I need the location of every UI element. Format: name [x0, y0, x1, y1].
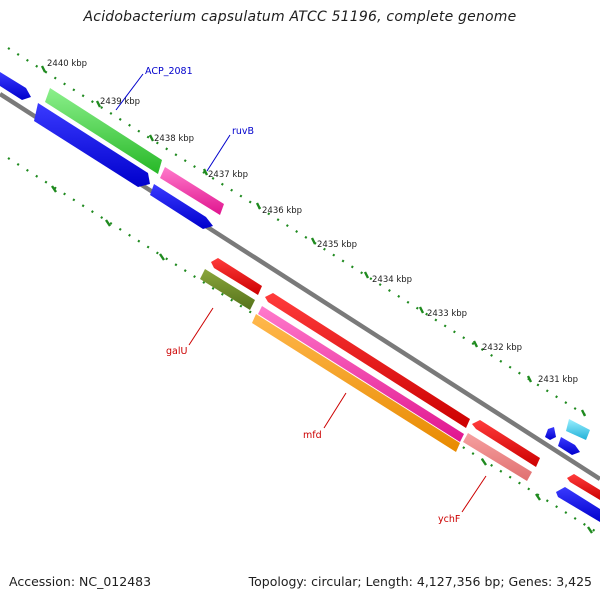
gene-label-ruvb[interactable]: ruvB — [206, 126, 254, 172]
map-title: Acidobacterium capsulatum ATCC 51196, co… — [83, 9, 517, 25]
gene-arrow[interactable] — [558, 437, 580, 455]
major-ticks — [40, 65, 587, 417]
gene-arrow[interactable] — [211, 258, 262, 295]
gene-label-mfd[interactable]: mfd — [303, 392, 347, 441]
gene-label-text[interactable]: mfd — [303, 430, 322, 441]
tick-label: 2439 kbp — [100, 97, 140, 107]
gene-label-text[interactable]: ychF — [438, 514, 460, 525]
gene-label-acp[interactable]: ACP_2081 — [115, 66, 193, 111]
gene-mfd[interactable] — [258, 306, 464, 442]
gene-label-text[interactable]: ACP_2081 — [145, 66, 193, 77]
gene-arrow[interactable] — [265, 293, 470, 428]
gene-acp-2081[interactable] — [45, 88, 162, 174]
tick-labels: 2440 kbp 2439 kbp 2438 kbp 2437 kbp 2436… — [47, 59, 578, 385]
gene-arrow[interactable] — [567, 474, 600, 500]
tick-label: 2435 kbp — [317, 240, 357, 250]
gene-label-galu[interactable]: galU — [166, 307, 214, 357]
accession-text: Accession: NC_012483 — [9, 574, 152, 589]
gene-arrow[interactable] — [34, 103, 150, 187]
tick-label: 2440 kbp — [47, 59, 87, 69]
tick-label: 2437 kbp — [208, 170, 248, 180]
cds-row-forward — [0, 72, 580, 455]
gene-galu[interactable] — [200, 269, 255, 310]
gene-row-reverse — [200, 269, 532, 481]
tick-label: 2434 kbp — [372, 275, 412, 285]
tick-label: 2438 kbp — [154, 134, 194, 144]
gene-ruvb[interactable] — [160, 167, 224, 215]
genome-stats-text: Topology: circular; Length: 4,127,356 bp… — [248, 574, 592, 589]
gene-arrow[interactable] — [545, 427, 556, 440]
gene-arrow[interactable] — [556, 487, 600, 522]
tick-label: 2431 kbp — [538, 375, 578, 385]
cds-row-reverse — [211, 258, 600, 522]
tick-label: 2432 kbp — [482, 343, 522, 353]
gene-ychf[interactable] — [463, 433, 532, 481]
gene-label-text[interactable]: galU — [166, 346, 187, 357]
tick-label: 2433 kbp — [427, 309, 467, 319]
gene-arrow[interactable] — [150, 184, 213, 229]
gene-arrow[interactable] — [472, 420, 540, 467]
tick-label: 2436 kbp — [262, 206, 302, 216]
gene-small-cyan[interactable] — [566, 419, 590, 440]
gene-mfd-cds[interactable] — [252, 314, 460, 452]
outer-tick-band — [7, 47, 591, 419]
gene-row-forward — [45, 88, 590, 440]
gene-arrow[interactable] — [0, 72, 31, 100]
tick-dots — [7, 47, 591, 419]
gene-label-ychf[interactable]: ychF — [438, 475, 487, 525]
gene-label-text[interactable]: ruvB — [232, 126, 254, 137]
